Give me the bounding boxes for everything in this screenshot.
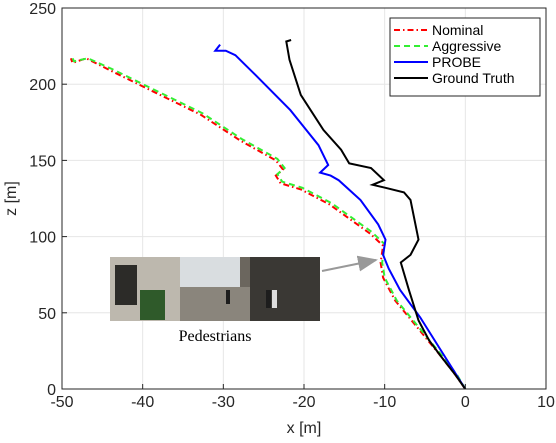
annotation: Pedestrians <box>179 328 252 345</box>
x-tick-label: -10 <box>373 394 396 411</box>
legend-label: Nominal <box>432 22 483 38</box>
series-line <box>71 57 467 390</box>
x-tick-label: -30 <box>212 394 235 411</box>
y-tick-label: 200 <box>29 77 56 94</box>
legend-label: Aggressive <box>432 38 501 54</box>
x-tick-label: -40 <box>131 394 154 411</box>
legend-label: PROBE <box>432 54 481 70</box>
legend-label: Ground Truth <box>432 70 515 86</box>
series-line <box>69 57 467 390</box>
series-line <box>285 39 467 390</box>
y-tick-label: 250 <box>29 1 56 18</box>
axes-frame <box>61 7 547 390</box>
series-line <box>213 43 467 390</box>
y-tick-label: 100 <box>29 230 56 247</box>
y-tick-label: 0 <box>47 382 56 399</box>
pedestrian-photo <box>110 257 320 321</box>
x-axis-label: x [m] <box>287 420 322 437</box>
x-tick-label: -20 <box>292 394 315 411</box>
x-tick-label: -50 <box>50 394 73 411</box>
legend-box <box>389 17 541 97</box>
y-tick-label: 150 <box>29 153 56 170</box>
annotation-arrow <box>321 255 378 272</box>
x-tick-label: 0 <box>461 394 470 411</box>
y-tick-label: 50 <box>38 306 56 323</box>
y-axis-label: z [m] <box>3 181 20 216</box>
x-tick-label: 10 <box>537 394 555 411</box>
